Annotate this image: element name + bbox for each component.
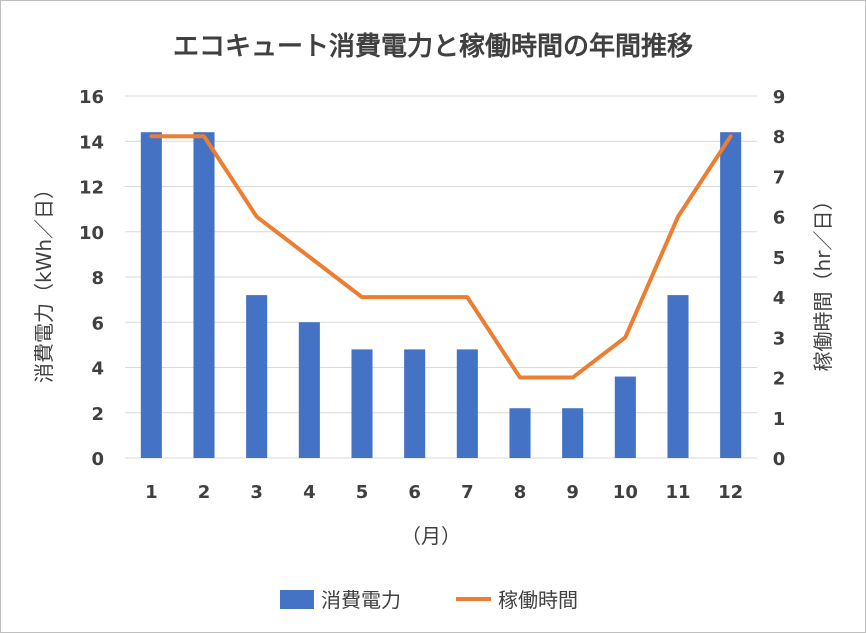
y-tick-label-left: 2 [91,404,104,425]
line-series [149,134,733,380]
x-tick-label: 6 [408,482,421,503]
x-tick-label: 7 [461,482,474,503]
bar [298,322,320,458]
y-tick-label-right: 7 [773,167,786,188]
y-tick-label-right: 4 [773,288,786,309]
y-tick-label-left: 16 [79,87,104,108]
x-axis-ticks: 1 2 3 4 5 6 7 8 9 10 11 12 [145,482,743,503]
gridlines [125,95,757,459]
x-tick-label: 11 [665,482,690,503]
y-tick-label-right: 9 [773,87,786,108]
y-tick-label-right: 6 [773,208,786,229]
x-tick-label: 8 [514,482,527,503]
y-tick-label-left: 10 [79,223,104,244]
y-tick-label-left: 4 [91,359,104,380]
y-axis-left-ticks: 0 2 4 6 8 10 12 14 16 [79,87,104,470]
bar [456,349,478,458]
x-tick-label: 10 [613,482,638,503]
y-axis-label-right: 稼働時間（hr／日） [811,191,835,372]
bar [246,295,268,458]
legend: 消費電力 稼働時間 [280,588,578,612]
x-tick-label: 5 [356,482,369,503]
y-tick-label-right: 0 [773,449,786,470]
x-axis-label: （月） [401,524,461,548]
bar [614,376,636,458]
chart-title: エコキュート消費電力と稼働時間の年間推移 [173,31,693,62]
x-tick-label: 12 [718,482,743,503]
y-tick-label-right: 3 [773,328,786,349]
legend-label-line: 稼働時間 [498,588,578,612]
bar [404,349,426,458]
bar [193,132,215,458]
x-tick-label: 4 [303,482,316,503]
bar-series [140,132,742,458]
x-tick-label: 2 [198,482,211,503]
x-tick-label: 3 [250,482,263,503]
bar [140,132,162,458]
y-tick-label-right: 2 [773,369,786,390]
y-tick-label-left: 0 [91,449,104,470]
y-tick-label-left: 12 [79,178,104,199]
y-tick-label-right: 5 [773,248,786,269]
y-tick-label-right: 8 [773,127,786,148]
x-tick-label: 9 [566,482,579,503]
x-tick-label: 1 [145,482,158,503]
bar [667,295,689,458]
y-axis-label-left: 消費電力（kWh／日） [32,179,56,383]
y-tick-label-left: 6 [91,313,104,334]
y-tick-label-right: 1 [773,409,786,430]
y-tick-label-left: 14 [79,132,104,153]
y-tick-label-left: 8 [91,268,104,289]
bar [562,408,584,458]
legend-label-bar: 消費電力 [321,588,401,612]
y-axis-right-ticks: 0 1 2 3 4 5 6 7 8 9 [773,87,786,470]
series-line [149,134,733,380]
legend-swatch-bar [280,590,314,609]
bar [351,349,373,458]
bar [509,408,531,458]
bar [720,132,742,458]
